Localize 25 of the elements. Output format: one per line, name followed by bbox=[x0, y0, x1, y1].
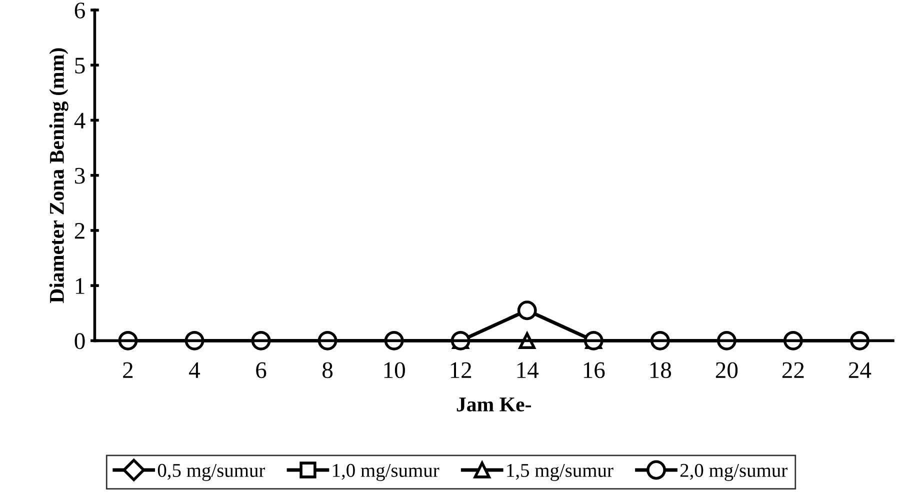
legend-label: 0,5 mg/sumur bbox=[158, 464, 266, 481]
x-tick-label: 24 bbox=[848, 362, 872, 378]
x-tick-label: 12 bbox=[450, 362, 472, 378]
y-tick-label: 0 bbox=[74, 333, 85, 350]
x-tick-label: 18 bbox=[650, 362, 672, 378]
x-tick-label: 8 bbox=[322, 362, 333, 378]
x-tick-label: 10 bbox=[384, 362, 405, 378]
x-tick-label: 2 bbox=[123, 362, 133, 378]
x-tick-label: 4 bbox=[189, 362, 200, 378]
y-tick-label: 6 bbox=[74, 2, 85, 18]
y-tick-label: 4 bbox=[74, 112, 86, 128]
x-tick-label: 14 bbox=[517, 362, 539, 378]
y-tick-label: 2 bbox=[74, 223, 84, 239]
x-tick-label: 6 bbox=[256, 362, 266, 378]
legend-label: 1,5 mg/sumur bbox=[507, 464, 614, 481]
legend-label: 1,0 mg/sumur bbox=[333, 464, 440, 481]
y-tick-label: 3 bbox=[75, 168, 85, 184]
x-tick-label: 20 bbox=[716, 362, 738, 378]
x-tick-label: 16 bbox=[584, 362, 605, 378]
y-tick-label: 5 bbox=[75, 58, 85, 74]
y-tick-label: 1 bbox=[76, 278, 84, 294]
x-axis-title: Jam Ke- bbox=[456, 398, 531, 412]
y-axis-title: Diameter Zona Bening (mm) bbox=[49, 48, 68, 303]
x-tick-label: 22 bbox=[782, 362, 804, 378]
legend-label: 2,0 mg/sumur bbox=[680, 464, 788, 481]
